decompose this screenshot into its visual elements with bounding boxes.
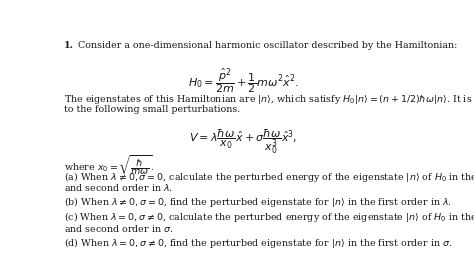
Text: and second order in $\lambda$.: and second order in $\lambda$. bbox=[64, 182, 173, 193]
Text: (d) When $\lambda = 0, \sigma \neq 0$, find the perturbed eigenstate for $|n\ran: (d) When $\lambda = 0, \sigma \neq 0$, f… bbox=[64, 236, 452, 250]
Text: 1.: 1. bbox=[64, 41, 73, 50]
Text: $H_0 = \dfrac{\hat{p}^2}{2m} + \dfrac{1}{2}m\omega^2\hat{x}^2.$: $H_0 = \dfrac{\hat{p}^2}{2m} + \dfrac{1}… bbox=[188, 66, 298, 95]
Text: to the following small perturbations.: to the following small perturbations. bbox=[64, 105, 240, 114]
Text: The eigenstates of this Hamiltonian are $|n\rangle$, which satisfy $H_0|n\rangle: The eigenstates of this Hamiltonian are … bbox=[64, 93, 474, 106]
Text: (a) When $\lambda \neq 0, \sigma = 0$, calculate the perturbed energy of the eig: (a) When $\lambda \neq 0, \sigma = 0$, c… bbox=[64, 169, 474, 184]
Text: where $x_0 = \sqrt{\dfrac{\hbar}{m\omega}}.$: where $x_0 = \sqrt{\dfrac{\hbar}{m\omega… bbox=[64, 153, 154, 177]
Text: (b) When $\lambda \neq 0, \sigma = 0$, find the perturbed eigenstate for $|n\ran: (b) When $\lambda \neq 0, \sigma = 0$, f… bbox=[64, 195, 452, 209]
Text: (c) When $\lambda = 0, \sigma \neq 0$, calculate the perturbed energy of the eig: (c) When $\lambda = 0, \sigma \neq 0$, c… bbox=[64, 210, 474, 224]
Text: and second order in $\sigma$.: and second order in $\sigma$. bbox=[64, 223, 173, 234]
Text: $V = \lambda\dfrac{\hbar\omega}{x_0}\hat{x} + \sigma\dfrac{\hbar\omega}{x_0^3}\h: $V = \lambda\dfrac{\hbar\omega}{x_0}\hat… bbox=[189, 128, 297, 156]
Text: Consider a one-dimensional harmonic oscillator described by the Hamiltonian:: Consider a one-dimensional harmonic osci… bbox=[78, 41, 457, 50]
